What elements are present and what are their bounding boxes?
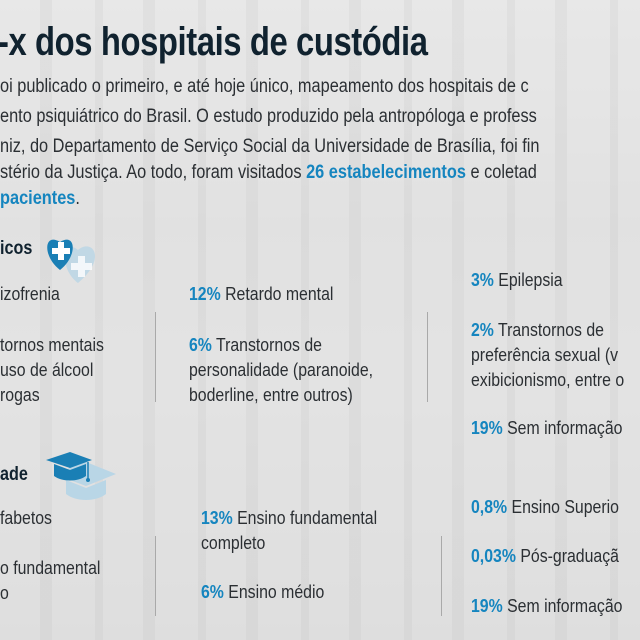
stat-item: 3% Epilepsia xyxy=(471,268,563,293)
stat-percent: 6% xyxy=(189,335,212,355)
stat-label: Transtornos de personalidade (paranoide,… xyxy=(189,335,374,405)
stat-label: Retardo mental xyxy=(220,284,334,304)
intro-text: e coletad xyxy=(465,162,537,183)
stat-label: Sem informação xyxy=(502,418,623,438)
stat-item: 0,8% Ensino Superio xyxy=(471,495,619,520)
intro-line: ento psiquiátrico do Brasil. O estudo pr… xyxy=(0,106,537,127)
stat-label: o fundamental o xyxy=(0,558,101,603)
stat-item: 12% Retardo mental xyxy=(189,282,333,307)
stat-item: 19% Sem informação xyxy=(471,416,622,441)
stat-percent: 0,03% xyxy=(471,546,516,566)
stat-item: fabetos xyxy=(0,506,52,531)
stat-item: tornos mentais uso de álcool rogas xyxy=(0,333,104,408)
stat-percent: 19% xyxy=(471,418,503,438)
intro-line: pacientes. xyxy=(0,188,80,210)
stat-percent: 6% xyxy=(201,582,224,602)
stat-label: Pós-graduaçã xyxy=(515,546,619,566)
intro-line: oi publicado o primeiro, e até hoje únic… xyxy=(0,76,529,97)
stat-percent: 12% xyxy=(189,284,221,304)
stat-label: Ensino Superio xyxy=(507,497,619,517)
stat-label: Epilepsia xyxy=(493,270,563,290)
stat-item: izofrenia xyxy=(0,282,60,307)
highlight-establishments: 26 estabelecimentos xyxy=(306,162,466,183)
section-heading-education: ade xyxy=(0,464,28,485)
heart-plus-icon xyxy=(47,239,96,283)
divider xyxy=(427,312,428,402)
stat-percent: 3% xyxy=(471,270,494,290)
intro-line: niz, do Departamento de Serviço Social d… xyxy=(0,136,540,157)
stat-percent: 19% xyxy=(471,596,503,616)
divider xyxy=(155,312,156,402)
stat-label: Transtornos de preferência sexual (v exi… xyxy=(471,320,625,390)
graduation-cap-icon xyxy=(46,452,116,500)
stat-label: Sem informação xyxy=(502,596,623,616)
highlight-patients: pacientes xyxy=(0,188,76,209)
stat-label: fabetos xyxy=(0,508,52,528)
stat-item: o fundamental o xyxy=(0,556,100,606)
stat-label: Ensino médio xyxy=(223,582,325,602)
stat-item: 0,03% Pós-graduaçã xyxy=(471,544,619,569)
stat-label: izofrenia xyxy=(0,284,60,304)
stat-label: Ensino fundamental completo xyxy=(201,508,378,553)
intro-text: . xyxy=(75,188,80,209)
intro-text: stério da Justiça. Ao todo, foram visita… xyxy=(0,162,307,183)
divider xyxy=(441,536,442,616)
stat-percent: 13% xyxy=(201,508,233,528)
stat-item: 6% Ensino médio xyxy=(201,580,324,605)
stat-item: 19% Sem informação xyxy=(471,594,622,619)
stat-percent: 2% xyxy=(471,320,494,340)
stat-item: 6% Transtornos de personalidade (paranoi… xyxy=(189,333,373,408)
section-heading-diagnoses: icos xyxy=(0,238,33,259)
stat-item: 13% Ensino fundamental completo xyxy=(201,506,377,556)
intro-line: stério da Justiça. Ao todo, foram visita… xyxy=(0,162,537,184)
stat-percent: 0,8% xyxy=(471,497,508,517)
divider xyxy=(155,536,156,616)
stat-label: tornos mentais uso de álcool rogas xyxy=(0,335,104,405)
stat-item: 2% Transtornos de preferência sexual (v … xyxy=(471,318,624,393)
page-title: -x dos hospitais de custódia xyxy=(0,20,428,64)
